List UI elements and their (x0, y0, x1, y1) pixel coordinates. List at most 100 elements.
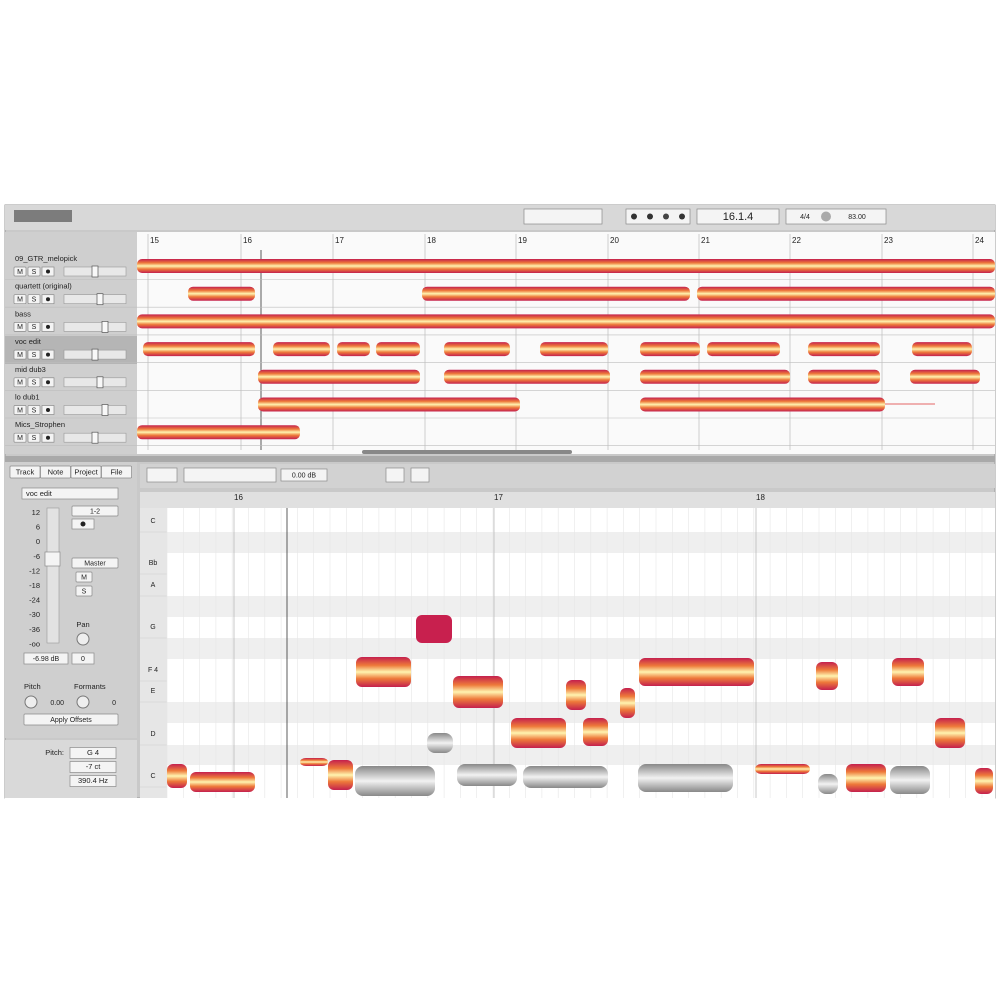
send-button[interactable] (71, 557, 119, 569)
note-blob[interactable] (975, 768, 993, 794)
note-blob[interactable] (167, 764, 187, 788)
tempo-knob[interactable] (821, 211, 831, 222)
pan-knob[interactable] (76, 632, 90, 646)
note-blob[interactable] (453, 676, 503, 708)
note-blob[interactable] (511, 718, 566, 748)
track-waveform (188, 286, 255, 301)
mute-button[interactable] (13, 432, 27, 443)
tab-button[interactable] (9, 465, 41, 479)
mute-button[interactable] (13, 405, 27, 415)
volume-handle[interactable] (96, 376, 104, 389)
inactive-note[interactable] (427, 733, 453, 753)
volume-handle[interactable] (101, 404, 109, 416)
apply-offsets: Apply Offsets (50, 717, 92, 724)
note-blob[interactable] (328, 760, 353, 790)
mute-button[interactable] (75, 571, 93, 583)
volume-handle[interactable] (96, 293, 104, 306)
inactive-note[interactable] (818, 774, 838, 794)
solo-button[interactable] (27, 349, 41, 360)
pan-label: Pan (76, 620, 89, 629)
pitch-label: Bb (149, 560, 158, 567)
note-blob[interactable] (935, 718, 965, 748)
mute-button[interactable] (13, 294, 27, 305)
scrollbar[interactable] (362, 450, 572, 454)
transport-button[interactable] (647, 213, 653, 220)
inactive-note[interactable] (457, 764, 517, 786)
inactive-note[interactable] (355, 766, 435, 796)
track-name: lo dub1 (15, 392, 40, 401)
note-blob[interactable] (620, 688, 635, 718)
note-blob[interactable] (190, 772, 255, 792)
track-waveform (337, 342, 370, 357)
pitch-knob[interactable] (24, 695, 38, 709)
solo-button[interactable] (27, 294, 41, 305)
note-cents: -7 ct (86, 762, 102, 771)
solo-button[interactable] (27, 432, 41, 443)
volume-handle[interactable] (91, 431, 99, 444)
volume-handle[interactable] (101, 321, 109, 333)
output-button[interactable] (71, 505, 119, 517)
solo-button[interactable] (27, 377, 41, 388)
transport-button[interactable] (631, 213, 637, 220)
note-blob[interactable] (566, 680, 586, 710)
note-blob[interactable] (300, 758, 328, 766)
selected-note[interactable] (416, 615, 452, 643)
inactive-note[interactable] (890, 766, 930, 794)
view-toggle[interactable] (523, 208, 603, 225)
mute: M (17, 380, 23, 387)
solo-button[interactable] (27, 266, 41, 277)
formant-knob[interactable] (76, 695, 90, 709)
volume-handle[interactable] (91, 265, 99, 278)
inactive-note[interactable] (638, 764, 733, 792)
record-dot (46, 269, 50, 274)
note-blob[interactable] (356, 657, 411, 687)
track-waveform (444, 369, 610, 384)
volume-handle[interactable] (91, 348, 99, 361)
solo-button[interactable] (75, 585, 93, 597)
note-blob[interactable] (755, 764, 810, 774)
tool-button[interactable] (385, 467, 405, 483)
tool-button[interactable] (410, 467, 430, 483)
note-blob[interactable] (583, 718, 608, 746)
note-blob[interactable] (639, 658, 754, 686)
tab-button[interactable] (40, 465, 71, 479)
transport[interactable] (625, 208, 691, 225)
solo-button[interactable] (27, 405, 41, 415)
transport-button[interactable] (663, 213, 669, 220)
volume-slider[interactable] (63, 322, 127, 332)
volume-slider[interactable] (63, 377, 127, 388)
note-blob[interactable] (892, 658, 924, 686)
transport-button[interactable] (679, 213, 685, 220)
mute-button[interactable] (13, 322, 27, 332)
track-waveform (910, 369, 980, 384)
tempo: 83.00 (848, 214, 866, 221)
mute-button[interactable] (13, 377, 27, 388)
mute-button[interactable] (13, 266, 27, 277)
pitch-label: G (150, 624, 155, 631)
apply-offsets-button[interactable] (23, 713, 119, 726)
fader-handle[interactable] (44, 551, 61, 567)
track-waveform (912, 342, 972, 357)
volume-slider[interactable] (63, 405, 127, 415)
tab-button[interactable] (70, 465, 102, 479)
tool-group[interactable] (146, 467, 178, 483)
inactive-note[interactable] (523, 766, 608, 788)
meter-scale: -oo (29, 639, 40, 648)
pitch-offset: 0.00 (50, 700, 64, 707)
bar-number: 15 (150, 236, 159, 245)
note-blob[interactable] (816, 662, 838, 690)
tool-group[interactable] (183, 467, 277, 483)
meter-scale: 6 (36, 523, 40, 532)
solo-button[interactable] (27, 322, 41, 332)
track-waveform (707, 342, 780, 357)
track-name: voc edit (15, 337, 42, 346)
bar-number: 21 (701, 236, 710, 245)
gain-box (280, 468, 328, 482)
note-blob[interactable] (846, 764, 886, 792)
tab-button[interactable] (101, 465, 132, 479)
pitch-label: Pitch (24, 682, 41, 691)
mute-button[interactable] (13, 349, 27, 360)
tab: File (110, 467, 122, 476)
volume-slider[interactable] (63, 294, 127, 305)
